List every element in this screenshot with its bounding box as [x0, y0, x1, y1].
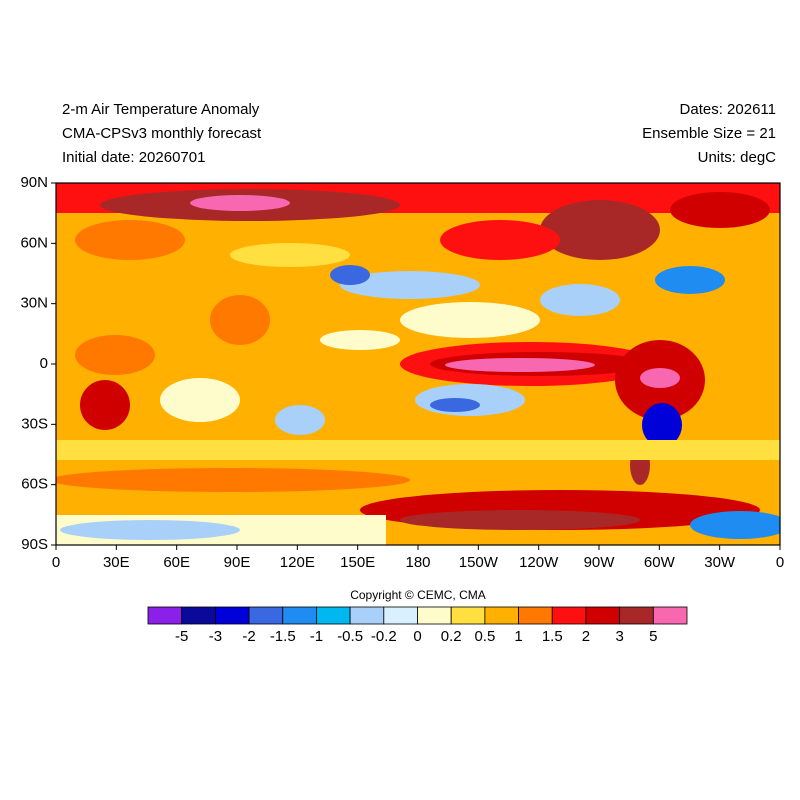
- colorbar-box: [518, 606, 553, 625]
- colorbar-box: [214, 606, 250, 625]
- x-tick-label: 150W: [459, 554, 499, 571]
- y-tick-label: 90S: [21, 536, 48, 553]
- chart-elements: 2-m Air Temperature Anomaly CMA-CPSv3 mon…: [20, 101, 784, 645]
- x-tick-label: 120W: [519, 554, 559, 571]
- x-tick-label: 150E: [340, 554, 375, 571]
- colorbar-label: -0.2: [371, 628, 397, 645]
- colorbar-box: [450, 606, 486, 625]
- colorbar-label: -5: [175, 628, 188, 645]
- colorbar-box: [316, 606, 351, 625]
- colorbar-label: -3: [209, 628, 222, 645]
- colorbar-box: [585, 606, 621, 625]
- x-tick-label: 120E: [280, 554, 315, 571]
- colorbar-label: 0.2: [441, 628, 462, 645]
- colorbar-box: [417, 606, 452, 625]
- y-tick-label: 0: [40, 355, 48, 372]
- colorbar-box: [383, 606, 418, 625]
- colorbar-box: [484, 606, 519, 625]
- colorbar-label: -1: [310, 628, 323, 645]
- x-tick-label: 0: [52, 554, 60, 571]
- colorbar-label: -1.5: [270, 628, 296, 645]
- colorbar-box: [147, 606, 183, 625]
- title-line: 2-m Air Temperature Anomaly: [62, 101, 260, 118]
- colorbar-box: [181, 606, 216, 625]
- x-tick-label: 60E: [163, 554, 190, 571]
- title-line: Initial date: 20260701: [62, 149, 205, 166]
- colorbar-box: [619, 606, 654, 625]
- colorbar-box: [551, 606, 587, 625]
- y-tick-label: 60N: [20, 234, 48, 251]
- colorbar-label: 0: [413, 628, 421, 645]
- colorbar-label: -2: [242, 628, 255, 645]
- colorbar-label: 0.5: [474, 628, 495, 645]
- x-tick-label: 30E: [103, 554, 130, 571]
- colorbar-label: 5: [649, 628, 657, 645]
- info-line: Ensemble Size = 21: [642, 125, 776, 142]
- y-tick-label: 90N: [20, 174, 48, 191]
- x-tick-label: 90W: [584, 554, 616, 571]
- x-tick-label: 60W: [644, 554, 676, 571]
- x-tick-label: 90E: [224, 554, 251, 571]
- info-line: Units: degC: [698, 149, 777, 166]
- title-line: CMA-CPSv3 monthly forecast: [62, 125, 262, 142]
- y-tick-label: 60S: [21, 476, 48, 493]
- colorbar-label: -0.5: [337, 628, 363, 645]
- colorbar-box: [652, 606, 688, 625]
- colorbar-label: 2: [582, 628, 590, 645]
- colorbar-label: 1: [514, 628, 522, 645]
- colorbar-box: [349, 606, 385, 625]
- colorbar-box: [248, 606, 284, 625]
- copyright: Copyright © CEMC, CMA: [350, 588, 486, 602]
- colorbar-label: 1.5: [542, 628, 563, 645]
- y-tick-label: 30N: [20, 295, 48, 312]
- x-tick-label: 30W: [704, 554, 736, 571]
- x-tick-label: 180: [405, 554, 430, 571]
- y-tick-label: 30S: [21, 415, 48, 432]
- anomaly-field: [56, 183, 780, 545]
- x-tick-label: 0: [776, 554, 784, 571]
- colorbar-box: [282, 606, 317, 625]
- info-line: Dates: 202611: [680, 101, 776, 118]
- colorbar-label: 3: [615, 628, 623, 645]
